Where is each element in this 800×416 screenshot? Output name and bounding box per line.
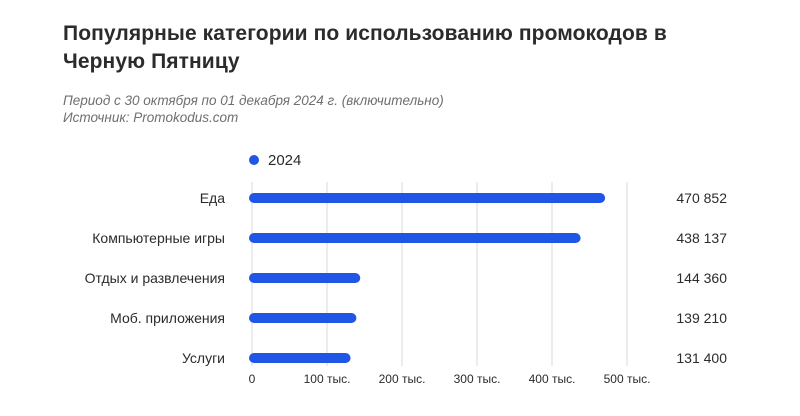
legend-label: 2024 xyxy=(268,152,301,169)
bar xyxy=(249,233,581,243)
chart-title: Популярные категории по использованию пр… xyxy=(63,22,667,73)
chart-subtitle: Период с 30 октября по 01 декабря 2024 г… xyxy=(63,93,444,108)
chart-source: Источник: Promokodus.com xyxy=(63,110,239,125)
value-label: 139 210 xyxy=(676,310,727,326)
bar xyxy=(249,313,357,323)
value-label: 144 360 xyxy=(676,270,727,286)
x-tick-label: 100 тыс. xyxy=(304,372,351,386)
category-label: Моб. приложения xyxy=(110,310,225,326)
value-label: 470 852 xyxy=(676,190,727,206)
x-tick-label: 200 тыс. xyxy=(379,372,426,386)
category-label: Компьютерные игры xyxy=(92,230,225,246)
bar xyxy=(249,273,361,283)
category-label: Услуги xyxy=(182,350,225,366)
category-label: Еда xyxy=(200,190,226,206)
value-label: 131 400 xyxy=(676,350,727,366)
x-tick-label: 400 тыс. xyxy=(529,372,576,386)
x-tick-label: 0 xyxy=(249,372,256,386)
bar xyxy=(249,193,606,203)
value-label: 438 137 xyxy=(676,230,727,246)
bar xyxy=(249,353,351,363)
x-tick-label: 500 тыс. xyxy=(604,372,651,386)
category-label: Отдых и развлечения xyxy=(85,270,225,286)
x-tick-label: 300 тыс. xyxy=(454,372,501,386)
legend-marker xyxy=(249,155,259,165)
